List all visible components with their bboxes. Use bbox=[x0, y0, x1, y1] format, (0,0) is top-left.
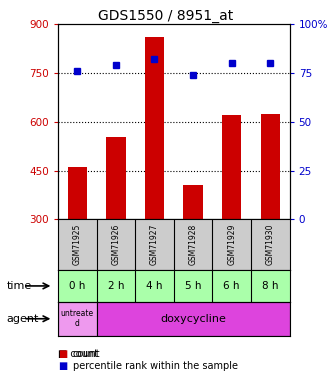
Text: GSM71927: GSM71927 bbox=[150, 224, 159, 266]
Text: doxycycline: doxycycline bbox=[160, 314, 226, 324]
Text: ■ count: ■ count bbox=[58, 349, 98, 359]
Text: 5 h: 5 h bbox=[185, 281, 201, 291]
Text: percentile rank within the sample: percentile rank within the sample bbox=[73, 361, 238, 371]
Text: GSM71926: GSM71926 bbox=[111, 224, 120, 266]
Text: 6 h: 6 h bbox=[223, 281, 240, 291]
Text: GDS1550 / 8951_at: GDS1550 / 8951_at bbox=[98, 9, 233, 23]
Bar bbox=[183, 185, 203, 219]
Text: GSM71925: GSM71925 bbox=[73, 224, 82, 266]
Bar bbox=[97, 302, 290, 336]
Text: time: time bbox=[7, 281, 32, 291]
Text: ■: ■ bbox=[58, 349, 67, 359]
Text: 0 h: 0 h bbox=[69, 281, 85, 291]
Text: untreate
d: untreate d bbox=[61, 309, 94, 328]
Text: GSM71928: GSM71928 bbox=[189, 224, 198, 266]
Bar bbox=[68, 167, 87, 219]
Bar bbox=[145, 38, 164, 219]
Text: 2 h: 2 h bbox=[108, 281, 124, 291]
Bar bbox=[106, 136, 125, 219]
Bar bbox=[260, 114, 280, 219]
Text: 4 h: 4 h bbox=[146, 281, 163, 291]
Text: GSM71930: GSM71930 bbox=[266, 224, 275, 266]
Text: agent: agent bbox=[7, 314, 39, 324]
Bar bbox=[58, 302, 97, 336]
Text: ■: ■ bbox=[58, 361, 67, 371]
Text: 8 h: 8 h bbox=[262, 281, 279, 291]
Text: count: count bbox=[73, 349, 100, 359]
Bar bbox=[222, 116, 241, 219]
Text: GSM71929: GSM71929 bbox=[227, 224, 236, 266]
